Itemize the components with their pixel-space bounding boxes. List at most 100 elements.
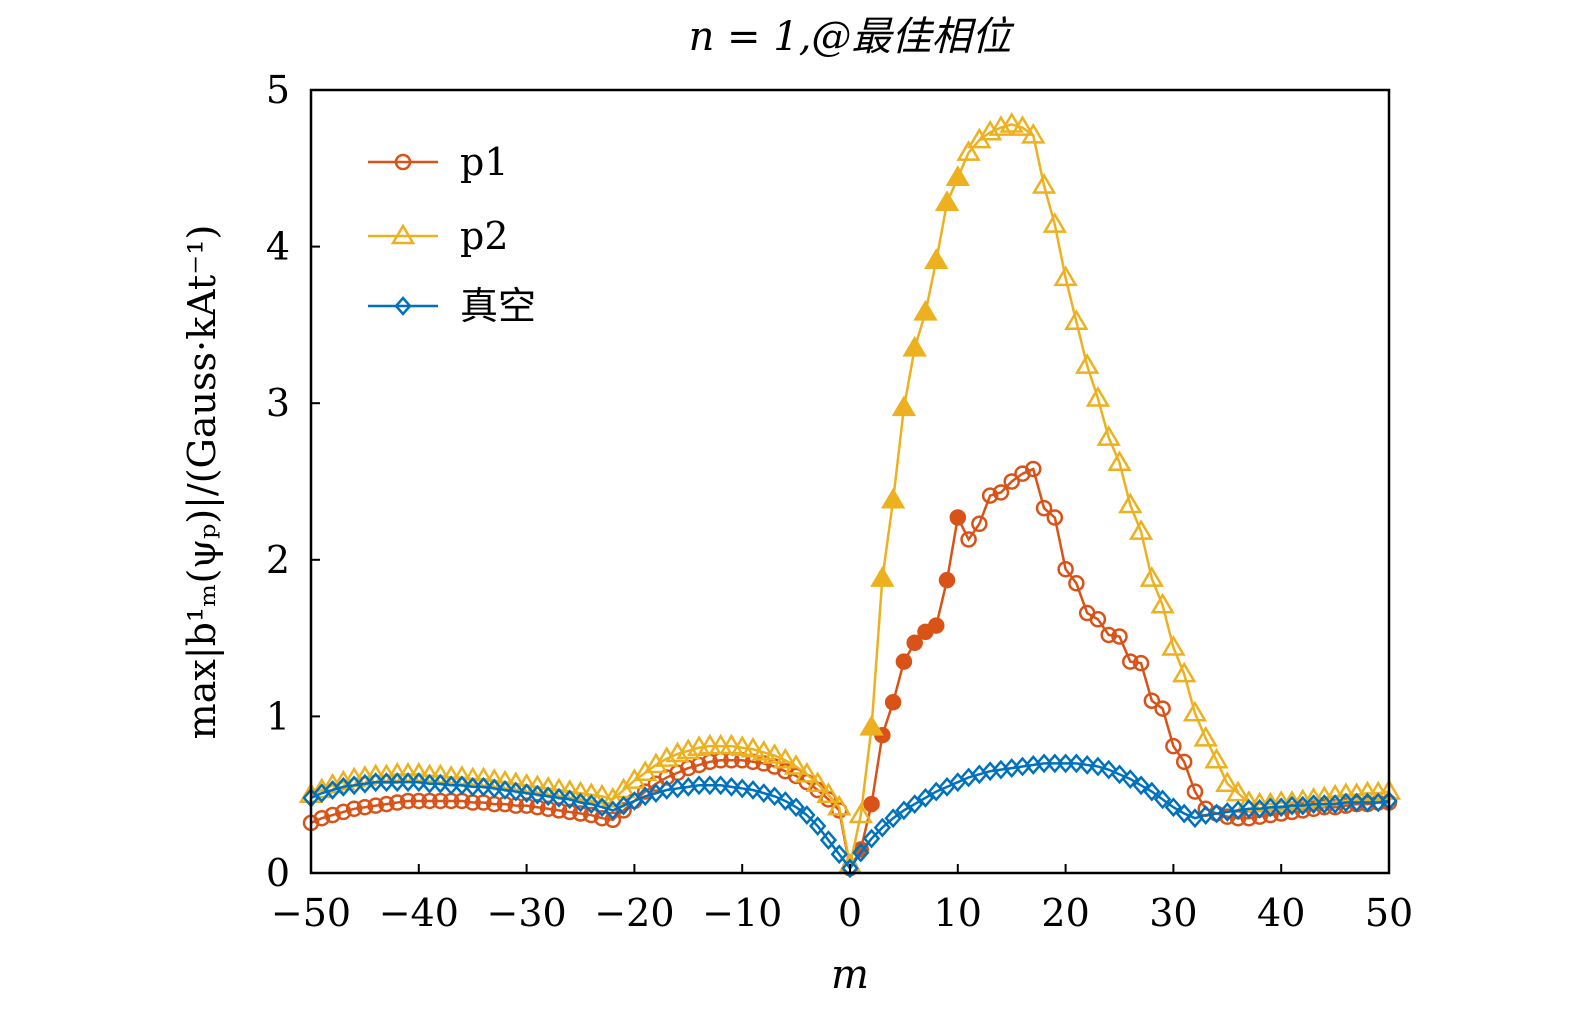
data-point (1118, 492, 1143, 514)
data-point (1010, 115, 1035, 136)
data-point (827, 794, 852, 816)
data-point (722, 776, 741, 797)
data-point (529, 798, 546, 816)
legend-label: 真空 (460, 284, 536, 328)
data-point (1153, 789, 1172, 810)
data-point (583, 806, 600, 824)
data-point (1031, 173, 1057, 194)
data-point (1150, 592, 1175, 614)
data-point (906, 634, 923, 652)
data-point (880, 487, 906, 509)
data-point (453, 775, 471, 796)
data-point (1067, 753, 1086, 774)
data-point (1175, 803, 1193, 824)
data-point (388, 794, 406, 811)
data-point (949, 509, 967, 526)
data-point (1132, 654, 1150, 672)
data-point (981, 487, 999, 504)
data-point (798, 805, 816, 825)
data-point (356, 798, 374, 816)
x-tick-label: −30 (486, 891, 566, 935)
data-point (593, 809, 611, 827)
data-point (485, 778, 503, 799)
data-point (1046, 509, 1064, 526)
data-point (1107, 450, 1132, 471)
data-point (719, 733, 744, 755)
legend-marker-triangle-icon (390, 223, 416, 245)
data-point (643, 752, 669, 774)
data-point (1193, 725, 1218, 747)
data-point (776, 791, 794, 811)
data-point (589, 783, 615, 805)
data-point (884, 808, 902, 829)
data-point (916, 787, 935, 808)
data-point (924, 248, 949, 269)
data-point (550, 787, 568, 808)
data-point (432, 792, 449, 810)
y-tick-label: 2 (266, 538, 290, 582)
data-point (636, 783, 654, 800)
data-point (751, 739, 776, 761)
legend-label: p2 (460, 214, 509, 258)
data-point (571, 792, 590, 813)
data-point (1064, 309, 1089, 331)
data-point (830, 844, 848, 865)
legend-item-p1: p1 (368, 140, 509, 184)
x-tick-label: 20 (1041, 891, 1089, 935)
data-point (517, 783, 536, 804)
legend-marker-circle-icon (394, 153, 412, 171)
data-point (1089, 756, 1107, 777)
data-point (474, 776, 493, 797)
series-真空 (302, 753, 1398, 879)
data-point (816, 782, 841, 803)
data-point (859, 714, 884, 736)
data-point (378, 795, 395, 813)
data-point (539, 800, 557, 818)
data-point (819, 830, 838, 851)
data-point (1171, 661, 1197, 683)
y-tick-label: 0 (266, 851, 290, 895)
data-point (762, 743, 787, 764)
y-tick-label: 3 (266, 381, 290, 425)
data-point (820, 791, 837, 808)
data-point (1021, 122, 1046, 144)
x-tick-label: 0 (838, 891, 862, 935)
data-point (1096, 425, 1121, 446)
data-point (773, 747, 798, 769)
data-point (1085, 386, 1111, 407)
x-tick-label: −50 (271, 891, 351, 935)
data-point (841, 858, 859, 879)
data-point (410, 792, 428, 810)
data-point (938, 571, 956, 589)
data-point (1165, 737, 1182, 755)
data-point (783, 754, 809, 775)
data-point (1132, 775, 1150, 796)
data-point (1182, 700, 1208, 722)
legend-item-p2: p2 (368, 214, 509, 258)
data-point (913, 299, 938, 321)
data-point (895, 653, 913, 670)
data-point (615, 802, 632, 819)
data-point (902, 335, 927, 357)
data-point (410, 772, 428, 793)
data-point (927, 617, 945, 634)
data-point (654, 746, 679, 767)
data-point (1078, 755, 1096, 775)
legend-item-真空: 真空 (368, 284, 536, 328)
data-point (1121, 769, 1139, 789)
data-point (1154, 700, 1171, 717)
data-point (787, 797, 805, 818)
data-point (507, 781, 525, 802)
x-tick-label: −10 (702, 891, 782, 935)
data-point (561, 789, 579, 810)
data-point (852, 842, 870, 863)
data-point (399, 792, 417, 810)
data-point (992, 484, 1010, 501)
data-point (873, 817, 892, 838)
data-point (870, 566, 895, 587)
data-point (313, 809, 331, 827)
data-point (891, 395, 917, 417)
y-tick-label: 4 (266, 225, 290, 269)
data-point (730, 735, 755, 756)
data-point (1025, 460, 1042, 478)
